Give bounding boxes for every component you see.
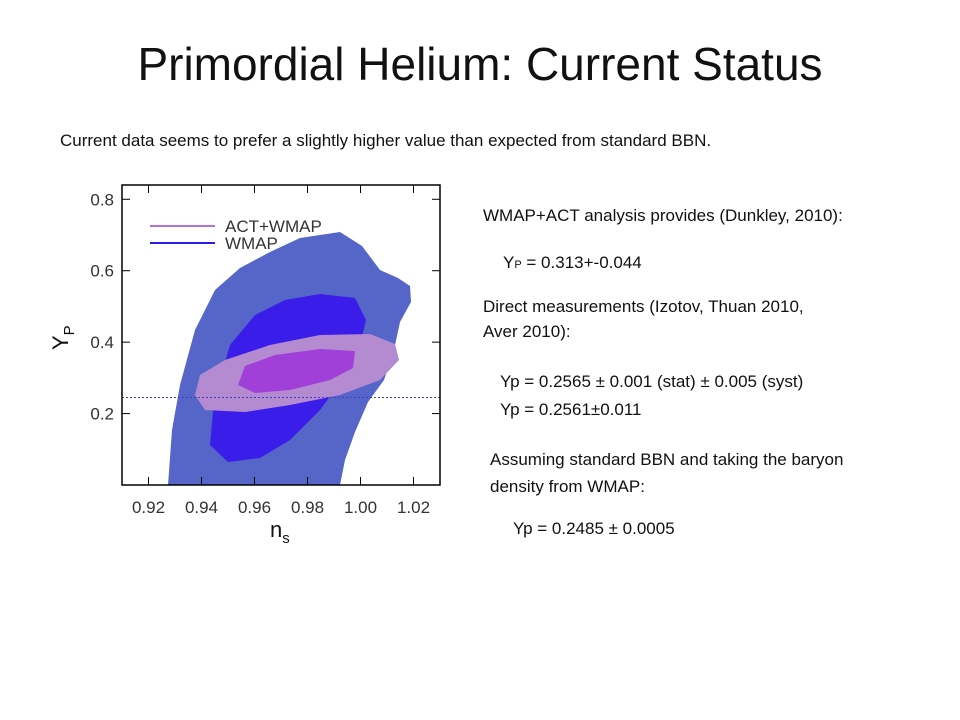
- y-tick-label: 0.6: [90, 262, 114, 281]
- legend-label: WMAP: [225, 234, 278, 253]
- symbol: Y: [503, 253, 514, 272]
- y-tick-label: 0.8: [90, 190, 114, 209]
- text-line: density from WMAP:: [490, 477, 645, 496]
- plot-frame: [121, 184, 441, 486]
- contours: [168, 232, 411, 485]
- result-line: Yp = 0.2561±0.011: [500, 400, 642, 419]
- text-line: Assuming standard BBN and taking the bar…: [490, 450, 843, 469]
- x-tick-label: 0.92: [132, 498, 165, 517]
- x-tick-label: 1.00: [344, 498, 377, 517]
- axes: 0.92 0.94 0.96 0.98 1.00 1.02 0.2 0.4 0.6 0.8: [90, 185, 440, 517]
- y-axis-label-sub: P: [61, 325, 78, 335]
- x-tick-label: 1.02: [397, 498, 430, 517]
- x-tick-label: 0.96: [238, 498, 271, 517]
- slide-title: Primordial Helium: Current Status: [137, 38, 822, 90]
- act-wmap-inner-contour: [238, 349, 355, 393]
- x-axis-label: ns: [270, 517, 290, 547]
- symbol-sub: P: [514, 259, 521, 271]
- subtitle: Current data seems to prefer a slightly …: [60, 131, 711, 150]
- y-tick-label: 0.4: [90, 333, 114, 352]
- result-line: Yp = 0.2565 ± 0.001 (stat) ± 0.005 (syst…: [500, 372, 803, 391]
- result-line: YP = 0.313+-0.044: [503, 253, 642, 272]
- text-line: Aver 2010):: [483, 322, 571, 341]
- result-line: Yp = 0.2485 ± 0.0005: [513, 519, 675, 538]
- x-tick-label: 0.94: [185, 498, 218, 517]
- x-tick-label: 0.98: [291, 498, 324, 517]
- result-value: = 0.313+-0.044: [522, 253, 642, 272]
- legend-label: ACT+WMAP: [225, 217, 322, 236]
- text-line: Direct measurements (Izotov, Thuan 2010,: [483, 297, 804, 316]
- y-axis-label-main: Y: [48, 335, 73, 350]
- y-tick-label: 0.2: [90, 405, 114, 424]
- y-axis-label: YP: [48, 325, 78, 350]
- text-line: WMAP+ACT analysis provides (Dunkley, 201…: [483, 206, 843, 225]
- x-axis-label-sub: s: [282, 530, 290, 547]
- x-axis-label-main: n: [270, 517, 282, 542]
